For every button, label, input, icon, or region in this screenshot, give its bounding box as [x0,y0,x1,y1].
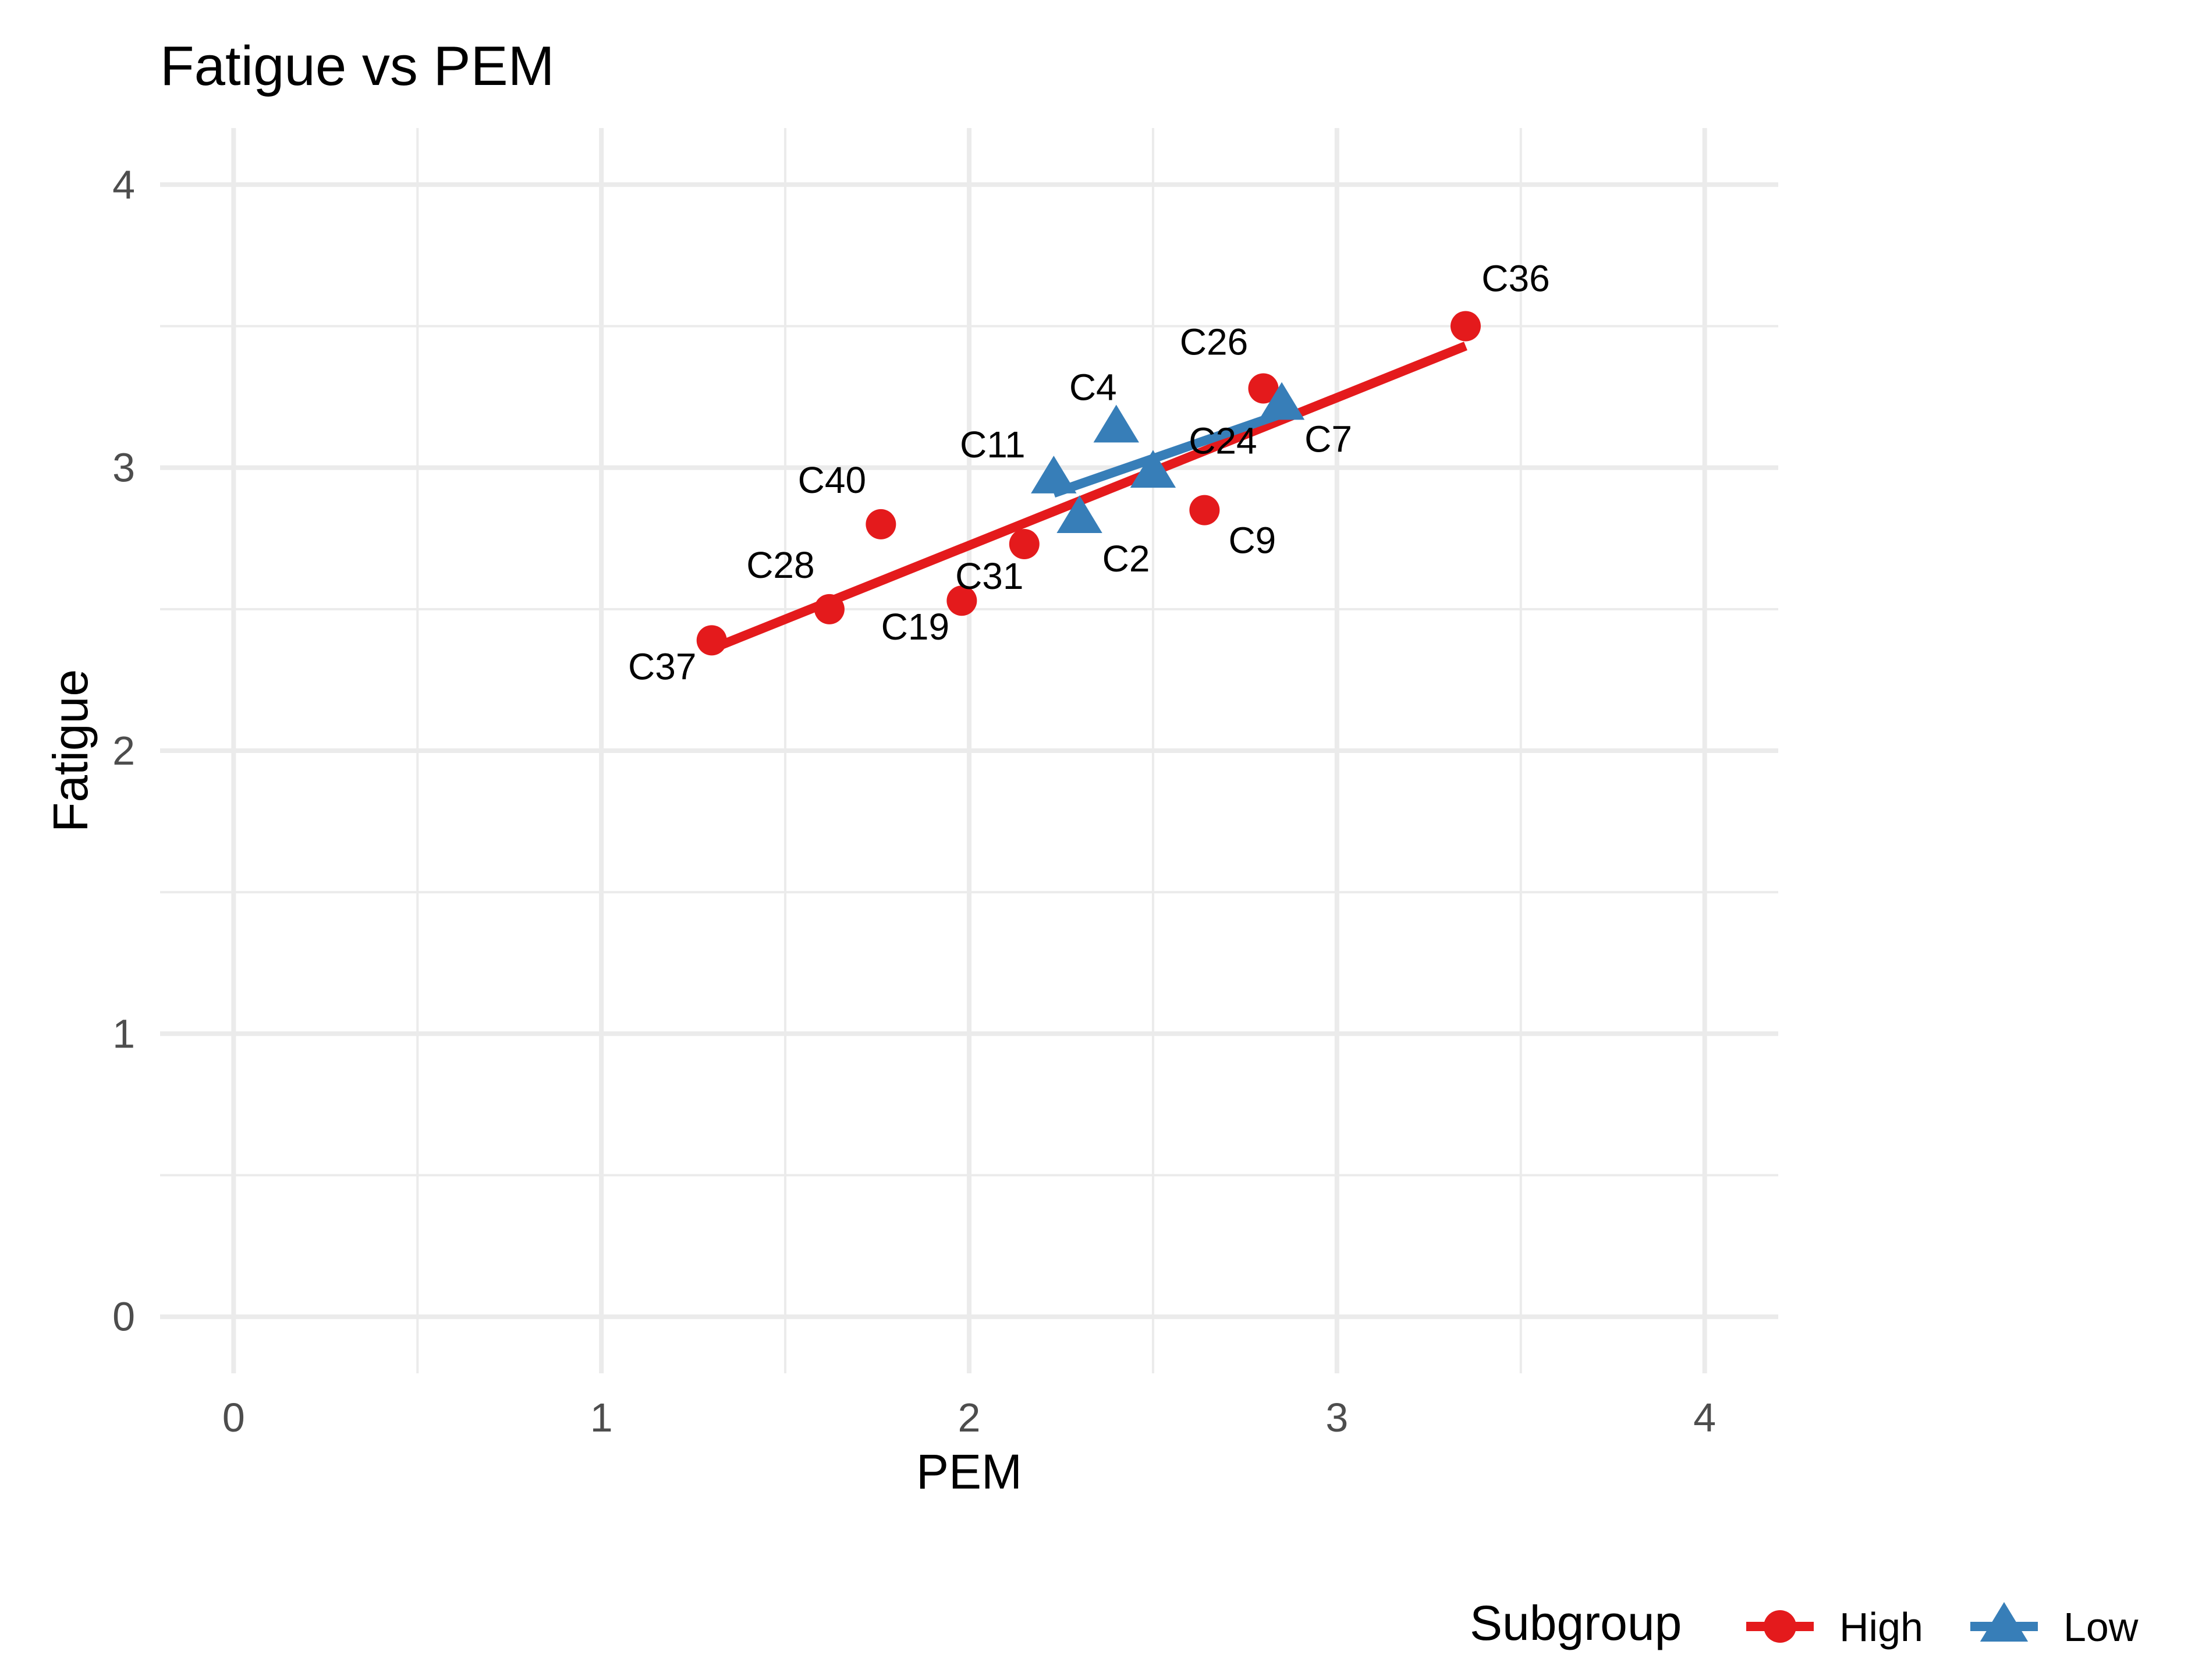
x-tick-label: 2 [958,1395,981,1440]
legend-key-marker-low [1980,1602,2029,1642]
data-point-c11 [1031,456,1077,493]
legend: Subgroup High Low [1470,1596,2139,1650]
data-point-c24 [1130,450,1176,488]
data-points [696,311,1481,656]
y-tick-label: 1 [112,1011,135,1056]
legend-key-marker-high [1764,1610,1796,1643]
point-label-c36: C36 [1481,257,1549,299]
data-point-c2 [1056,495,1102,533]
data-point-c40 [866,509,896,539]
point-label-c40: C40 [798,459,866,501]
data-point-c28 [814,594,845,624]
y-axis-title: Fatigue [43,669,98,832]
x-axis-title: PEM [916,1444,1022,1499]
grid [160,128,1778,1373]
legend-label-low: Low [2063,1604,2139,1650]
y-tick-label: 2 [112,728,135,773]
point-label-c11: C11 [960,424,1026,466]
data-point-c7 [1258,382,1305,420]
y-tick-label: 0 [112,1294,135,1340]
x-tick-label: 0 [222,1395,245,1440]
point-label-c24: C24 [1189,420,1257,461]
point-label-c28: C28 [746,544,814,586]
point-label-c9: C9 [1228,520,1276,562]
data-point-c31 [1009,528,1040,559]
point-label-c7: C7 [1304,418,1352,460]
tick-labels: 0 1 2 3 4 0 1 2 3 4 [112,162,1716,1440]
x-tick-label: 1 [590,1395,613,1440]
point-label-c26: C26 [1180,321,1248,363]
point-label-c4: C4 [1069,367,1117,409]
data-point-c37 [696,625,727,656]
legend-label-high: High [1839,1604,1923,1650]
data-point-c26 [1248,373,1279,404]
data-point-c9 [1189,495,1220,525]
x-tick-label: 4 [1693,1395,1716,1440]
x-tick-label: 3 [1325,1395,1348,1440]
point-label-c31: C31 [955,555,1023,597]
data-point-c36 [1450,311,1481,342]
point-label-c37: C37 [628,645,696,687]
y-tick-label: 3 [112,445,135,491]
data-point-c19 [946,585,977,616]
point-label-c19: C19 [881,606,949,648]
y-tick-label: 4 [112,162,135,207]
fit-line-low [1052,409,1283,498]
point-label-c2: C2 [1102,538,1150,580]
data-point-c4 [1093,404,1139,443]
chart-title: Fatigue vs PEM [160,35,555,97]
legend-title: Subgroup [1470,1596,1682,1650]
